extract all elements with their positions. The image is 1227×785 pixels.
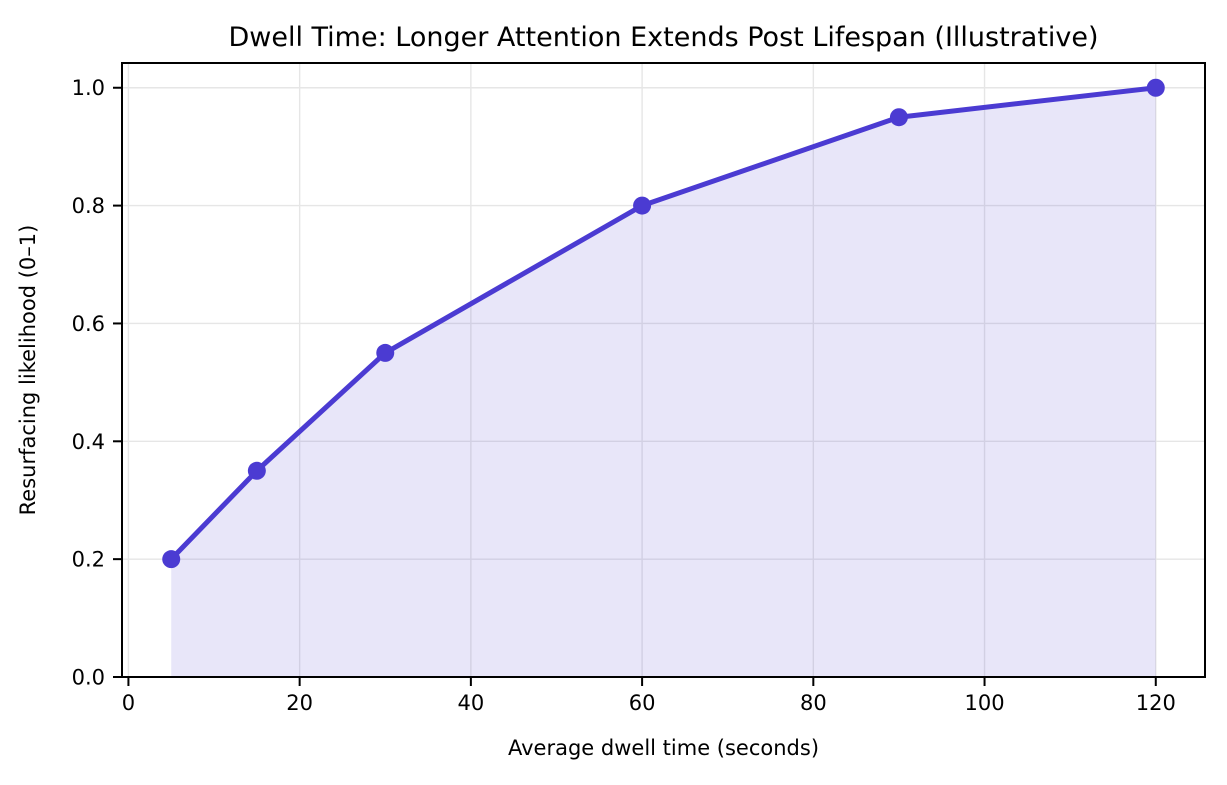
x-tick-label: 60 <box>629 691 656 715</box>
x-axis-label: Average dwell time (seconds) <box>507 736 820 760</box>
data-point-marker <box>1146 78 1165 97</box>
data-point-marker <box>376 343 395 362</box>
x-tick-label: 120 <box>1136 691 1176 715</box>
axis-layer <box>113 62 1206 686</box>
chart-title: Dwell Time: Longer Attention Extends Pos… <box>228 22 1099 53</box>
data-line-layer <box>168 85 1159 562</box>
data-point-marker <box>247 461 266 480</box>
y-tick-label: 0.2 <box>72 548 105 572</box>
y-tick-label: 0.8 <box>72 194 105 218</box>
y-tick-label: 0.4 <box>72 430 105 454</box>
axes-frame <box>121 62 1206 678</box>
x-tick-label: 80 <box>800 691 827 715</box>
area-fill <box>171 87 1156 678</box>
x-tick-label: 40 <box>458 691 485 715</box>
data-point-marker <box>162 550 181 569</box>
area-fill-layer <box>171 87 1156 678</box>
y-tick-label: 0.0 <box>72 666 105 690</box>
data-point-marker <box>633 196 652 215</box>
y-tick-label: 1.0 <box>72 76 105 100</box>
data-point-marker <box>889 108 908 127</box>
y-tick-label: 0.6 <box>72 312 105 336</box>
x-tick-label: 100 <box>965 691 1005 715</box>
x-tick-label: 20 <box>286 691 313 715</box>
marker-layer <box>162 78 1165 569</box>
x-tick-label: 0 <box>122 691 135 715</box>
data-line <box>168 85 1159 562</box>
tick-label-layer: 0 20 40 60 80 100 120 0.0 0.2 0.4 0.6 0.8 1.0 <box>72 76 1176 715</box>
